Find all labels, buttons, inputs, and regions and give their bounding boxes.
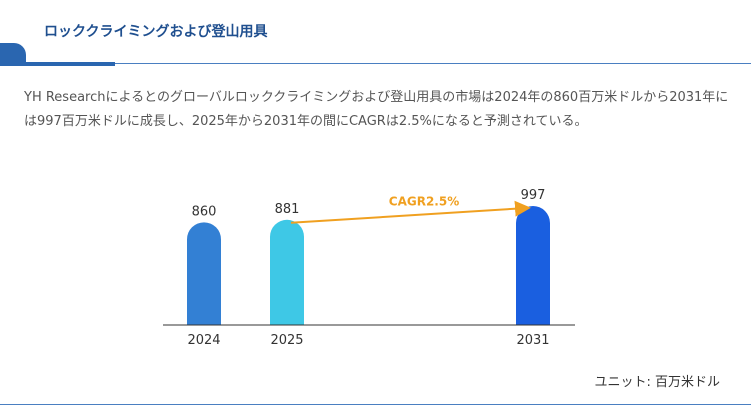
bar-value-label: 881	[275, 202, 300, 217]
header-underline-accent	[0, 62, 115, 66]
cagr-label: CAGR2.5%	[389, 194, 459, 208]
bottom-divider	[0, 404, 751, 405]
x-tick-label: 2024	[187, 333, 220, 348]
header-underline	[115, 63, 751, 64]
bar-2031	[516, 205, 550, 325]
market-description: YH Researchによるとのグローバルロッククライミングおよび登山用具の市場…	[24, 90, 729, 129]
bar-value-label: 997	[521, 188, 546, 203]
bar-value-label: 860	[192, 204, 217, 219]
cagr-arrow	[290, 200, 531, 224]
header-tab-decoration	[0, 43, 26, 63]
x-tick-label: 2031	[516, 333, 549, 348]
bar-2025	[270, 219, 304, 325]
header-title: ロッククライミングおよび登山用具	[44, 24, 268, 40]
unit-label: ユニット: 百万米ドル	[594, 375, 720, 390]
bar-2024	[187, 222, 221, 325]
x-tick-label: 2025	[270, 333, 303, 348]
